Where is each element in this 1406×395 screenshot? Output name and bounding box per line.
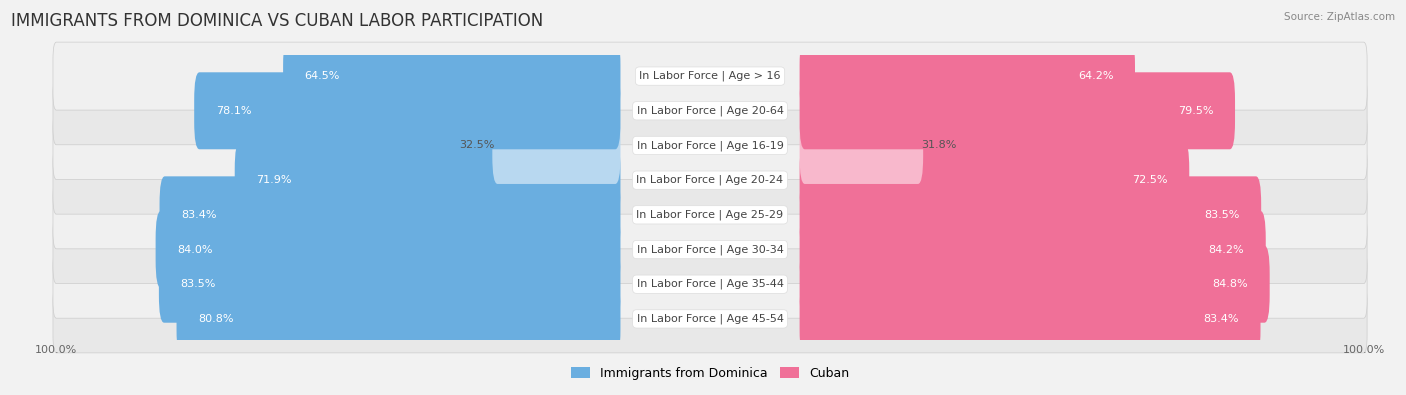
FancyBboxPatch shape <box>53 181 1367 249</box>
FancyBboxPatch shape <box>53 216 1367 284</box>
Text: 78.1%: 78.1% <box>215 106 252 116</box>
FancyBboxPatch shape <box>800 142 1189 219</box>
FancyBboxPatch shape <box>53 77 1367 145</box>
FancyBboxPatch shape <box>159 176 620 253</box>
FancyBboxPatch shape <box>800 72 1234 149</box>
Text: 83.5%: 83.5% <box>180 279 217 289</box>
FancyBboxPatch shape <box>53 285 1367 353</box>
Text: 32.5%: 32.5% <box>458 141 495 150</box>
Text: 31.8%: 31.8% <box>921 141 956 150</box>
FancyBboxPatch shape <box>53 146 1367 214</box>
Text: 80.8%: 80.8% <box>198 314 233 324</box>
Text: 71.9%: 71.9% <box>256 175 292 185</box>
FancyBboxPatch shape <box>800 280 1261 357</box>
Text: 72.5%: 72.5% <box>1132 175 1167 185</box>
FancyBboxPatch shape <box>159 246 620 323</box>
Text: 83.5%: 83.5% <box>1204 210 1240 220</box>
Text: In Labor Force | Age 20-24: In Labor Force | Age 20-24 <box>637 175 783 185</box>
FancyBboxPatch shape <box>53 250 1367 318</box>
Text: In Labor Force | Age 30-34: In Labor Force | Age 30-34 <box>637 244 783 255</box>
Text: In Labor Force | Age 25-29: In Labor Force | Age 25-29 <box>637 210 783 220</box>
FancyBboxPatch shape <box>800 246 1270 323</box>
Text: IMMIGRANTS FROM DOMINICA VS CUBAN LABOR PARTICIPATION: IMMIGRANTS FROM DOMINICA VS CUBAN LABOR … <box>11 12 544 30</box>
FancyBboxPatch shape <box>800 176 1261 253</box>
Text: 64.2%: 64.2% <box>1078 71 1114 81</box>
Text: In Labor Force | Age 16-19: In Labor Force | Age 16-19 <box>637 140 783 151</box>
FancyBboxPatch shape <box>492 107 620 184</box>
Text: In Labor Force | Age 20-64: In Labor Force | Age 20-64 <box>637 105 783 116</box>
Text: In Labor Force | Age 35-44: In Labor Force | Age 35-44 <box>637 279 783 290</box>
Text: 83.4%: 83.4% <box>181 210 217 220</box>
Legend: Immigrants from Dominica, Cuban: Immigrants from Dominica, Cuban <box>567 362 853 385</box>
Text: 79.5%: 79.5% <box>1178 106 1213 116</box>
FancyBboxPatch shape <box>156 211 620 288</box>
Text: Source: ZipAtlas.com: Source: ZipAtlas.com <box>1284 12 1395 22</box>
FancyBboxPatch shape <box>800 38 1135 115</box>
Text: In Labor Force | Age 45-54: In Labor Force | Age 45-54 <box>637 314 783 324</box>
Text: 84.2%: 84.2% <box>1209 245 1244 254</box>
FancyBboxPatch shape <box>53 111 1367 179</box>
Text: 64.5%: 64.5% <box>305 71 340 81</box>
FancyBboxPatch shape <box>283 38 620 115</box>
Text: 84.8%: 84.8% <box>1212 279 1249 289</box>
Text: 84.0%: 84.0% <box>177 245 212 254</box>
FancyBboxPatch shape <box>194 72 620 149</box>
FancyBboxPatch shape <box>177 280 620 357</box>
Text: 83.4%: 83.4% <box>1204 314 1239 324</box>
FancyBboxPatch shape <box>800 107 924 184</box>
Text: In Labor Force | Age > 16: In Labor Force | Age > 16 <box>640 71 780 81</box>
FancyBboxPatch shape <box>53 42 1367 110</box>
FancyBboxPatch shape <box>235 142 620 219</box>
FancyBboxPatch shape <box>800 211 1265 288</box>
